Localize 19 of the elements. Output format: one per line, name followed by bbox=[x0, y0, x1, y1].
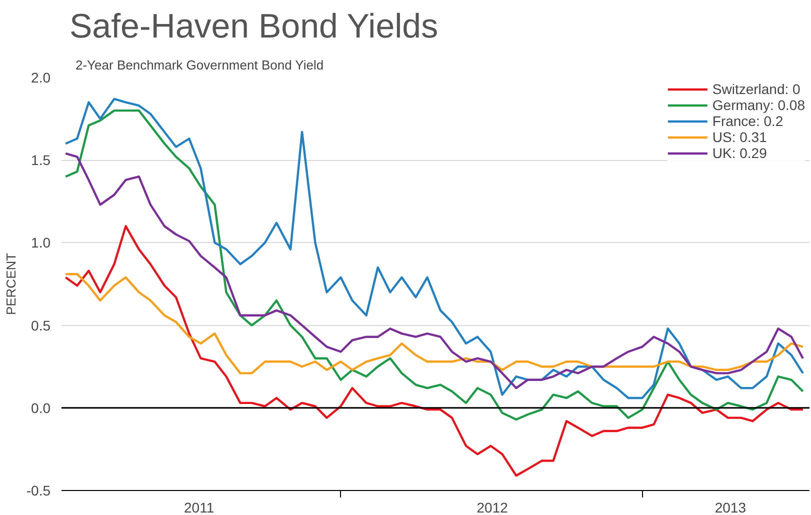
x-tick-label: 2013 bbox=[714, 500, 746, 515]
line-series bbox=[64, 272, 804, 374]
y-axis-title: PERCENT bbox=[3, 252, 18, 316]
legend-label: Switzerland: 0 bbox=[712, 81, 800, 97]
y-tick-label: 1.0 bbox=[31, 234, 51, 251]
y-tick-label: 2.0 bbox=[31, 70, 51, 86]
line-series bbox=[64, 225, 804, 477]
legend-label: UK: 0.29 bbox=[712, 145, 767, 161]
legend-label: US: 0.31 bbox=[712, 129, 767, 145]
legend-label: France: 0.2 bbox=[712, 113, 784, 129]
x-tick-label: 2012 bbox=[476, 500, 508, 515]
chart-title: Safe-Haven Bond Yields bbox=[70, 8, 438, 46]
y-tick-label: 1.5 bbox=[31, 152, 51, 168]
chart-subtitle: 2-Year Benchmark Government Bond Yield bbox=[76, 58, 324, 72]
y-tick-label: 0.5 bbox=[31, 317, 51, 334]
x-tick-label: 2011 bbox=[184, 500, 214, 515]
y-tick-label: 0.0 bbox=[31, 400, 51, 416]
legend-label: Germany: 0.08 bbox=[712, 97, 805, 113]
y-tick-label: -0.5 bbox=[26, 482, 51, 498]
